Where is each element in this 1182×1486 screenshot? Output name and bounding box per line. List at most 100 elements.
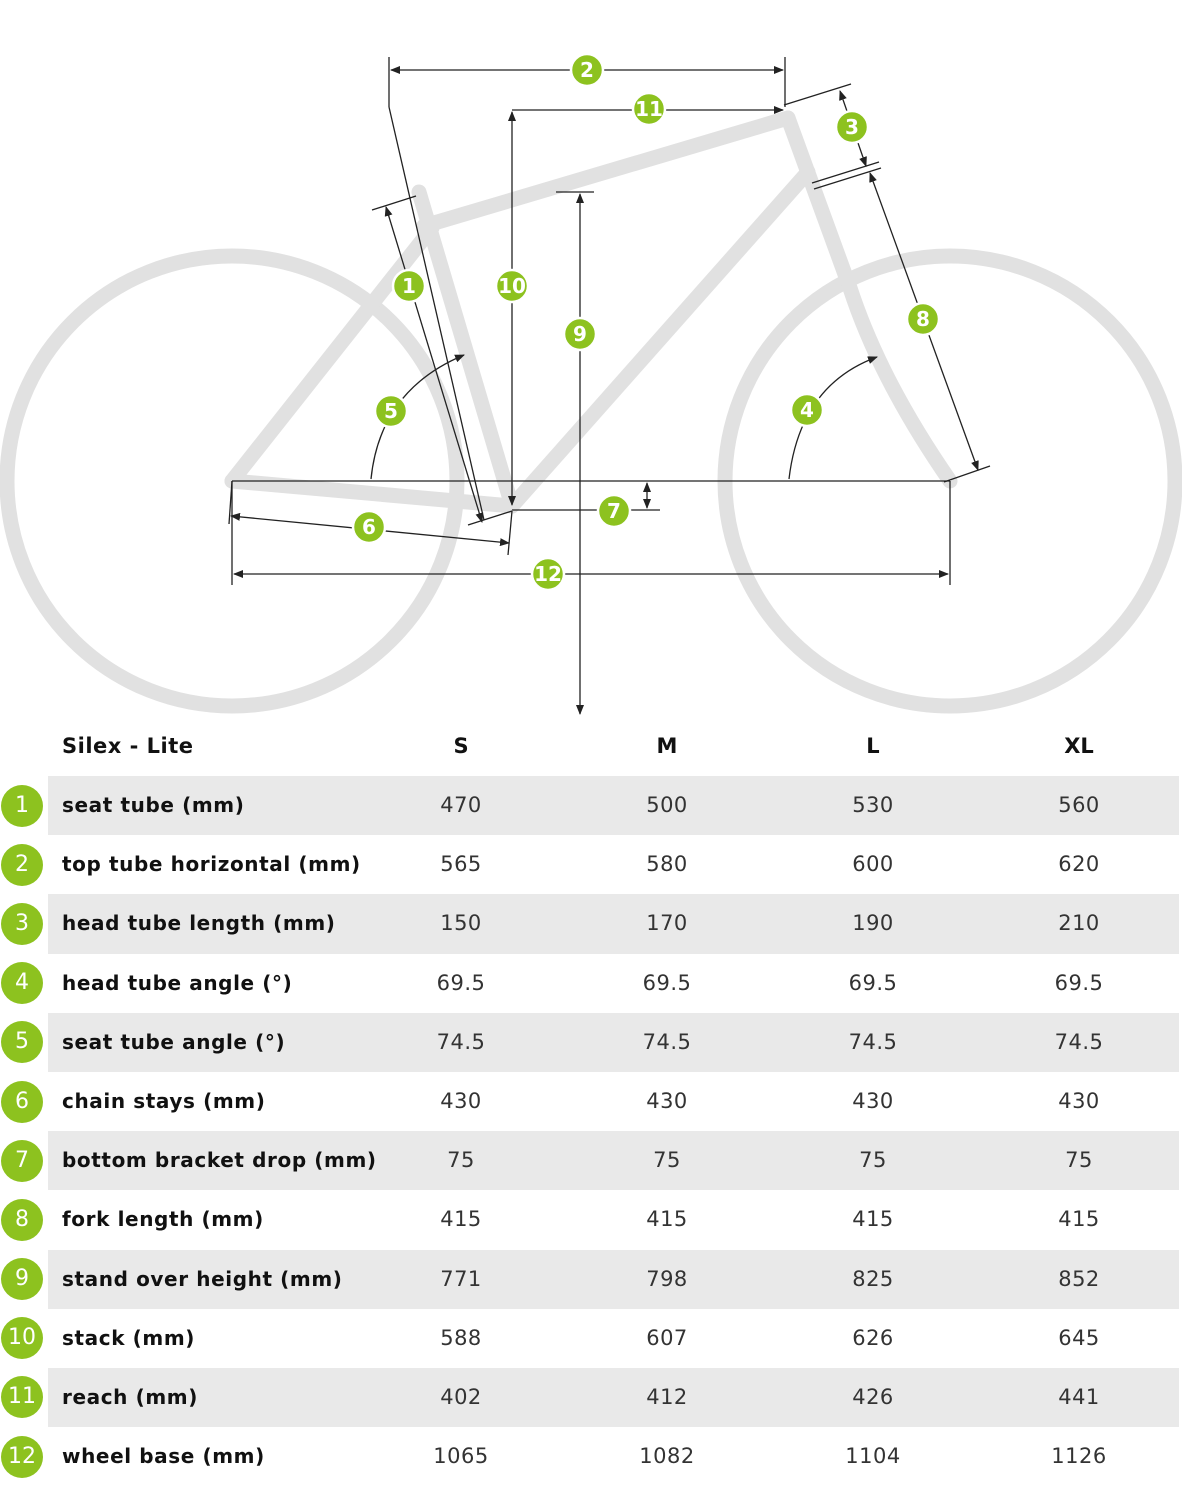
row-value: 441 [1058,1384,1100,1409]
row-value: 852 [1058,1266,1100,1291]
row-value: 150 [440,911,482,936]
badge-5: 5 [373,393,409,429]
badge-6: 6 [351,509,387,545]
badge-12: 12 [530,556,566,592]
row-label: bottom bracket drop (mm) [62,1148,377,1173]
row-value: 190 [852,911,894,936]
svg-text:12: 12 [534,562,562,586]
svg-text:7: 7 [607,499,621,523]
row-label: seat tube (mm) [62,793,245,817]
row-value: 210 [1058,911,1100,936]
row-value: 430 [646,1088,688,1113]
row-value: 74.5 [436,1029,486,1054]
row-value: 1126 [1051,1444,1107,1469]
row-value: 825 [852,1266,894,1291]
row-label: stack (mm) [62,1325,196,1350]
row-value: 402 [440,1384,482,1409]
table-row: 5 seat tube angle (°) 74.5 74.5 74.5 74.5 [0,1012,1182,1072]
badge-1: 1 [391,268,427,304]
row-value: 69.5 [848,970,898,995]
row-value: 500 [646,793,688,817]
size-header-m: M [656,734,678,758]
row-number-badge: 1 [1,784,43,827]
svg-text:6: 6 [362,515,376,539]
row-value: 771 [440,1266,482,1291]
svg-text:4: 4 [800,398,814,422]
row-label: head tube length (mm) [62,911,336,936]
badge-9: 9 [562,316,598,352]
row-value: 626 [852,1325,894,1350]
table-row: 12 wheel base (mm) 1065 1082 1104 1126 [0,1427,1182,1486]
row-value: 560 [1058,793,1100,817]
row-value: 75 [1065,1148,1093,1173]
row-number-badge: 5 [1,1021,43,1064]
badge-4: 4 [789,392,825,428]
row-value: 600 [852,852,894,877]
table-body: 1 seat tube (mm) 470 500 530 560 2 top tube hor… [0,776,1182,1486]
row-value: 1082 [639,1444,695,1469]
table-row: 6 chain stays (mm) 430 430 430 430 [0,1072,1182,1131]
row-value: 69.5 [1054,970,1104,995]
row-value: 620 [1058,852,1100,877]
row-value: 588 [440,1325,482,1350]
row-value: 75 [859,1148,887,1173]
row-value: 75 [447,1148,475,1173]
table-row: 10 stack (mm) 588 607 626 645 [0,1309,1182,1368]
svg-text:2: 2 [580,58,594,82]
row-number-badge: 11 [1,1376,43,1419]
svg-text:11: 11 [635,97,663,121]
row-value: 645 [1058,1325,1100,1350]
row-value: 1065 [433,1444,489,1469]
svg-text:9: 9 [573,322,587,346]
geometry-table: Silex - Lite S M L XL 1 seat tube (mm) 470… [0,720,1182,1486]
row-value: 530 [852,793,894,817]
badge-7: 7 [596,493,632,529]
table-row: 1 seat tube (mm) 470 500 530 560 [0,776,1182,836]
row-number-badge: 6 [1,1080,43,1123]
bike-frame [224,110,958,514]
row-background [48,776,1179,836]
row-value: 74.5 [848,1029,898,1054]
row-value: 75 [653,1148,681,1173]
row-label: head tube angle (°) [62,970,293,995]
row-number-badge: 10 [1,1317,43,1360]
table-row: 4 head tube angle (°) 69.5 69.5 69.5 69.5 [0,954,1182,1013]
row-number-badge: 7 [1,1139,43,1182]
row-value: 470 [440,793,482,817]
row-number-badge: 9 [1,1258,43,1301]
size-header-s: S [453,734,469,758]
row-value: 415 [440,1207,482,1232]
row-number-badge: 8 [1,1198,43,1241]
badge-2: 2 [569,52,605,88]
row-value: 430 [852,1088,894,1113]
bike-geometry-diagram: 2 11 3 1 10 9 8 5 4 7 6 12 [0,52,1182,715]
svg-text:3: 3 [845,115,859,139]
row-label: top tube horizontal (mm) [62,852,361,877]
row-value: 69.5 [642,970,692,995]
row-label: stand over height (mm) [62,1266,343,1291]
row-value: 74.5 [1054,1029,1104,1054]
badge-11: 11 [631,91,667,127]
row-value: 415 [1058,1207,1100,1232]
row-value: 1104 [845,1444,901,1469]
row-value: 565 [440,852,482,877]
row-background [48,1012,1179,1072]
svg-text:10: 10 [498,274,526,298]
row-background [48,1131,1179,1191]
row-label: wheel base (mm) [62,1444,265,1469]
row-number-badge: 4 [1,962,43,1005]
size-header-l: L [866,734,880,758]
row-label: fork length (mm) [62,1207,264,1232]
row-value: 426 [852,1384,894,1409]
row-value: 607 [646,1325,688,1350]
table-row: 7 bottom bracket drop (mm) 75 75 75 75 [0,1131,1182,1191]
row-value: 170 [646,911,688,936]
row-number-badge: 3 [1,902,43,945]
row-number-badge: 12 [1,1435,43,1478]
row-label: chain stays (mm) [62,1088,266,1113]
row-value: 415 [646,1207,688,1232]
row-label: reach (mm) [62,1384,198,1409]
row-value: 430 [1058,1088,1100,1113]
table-header: Silex - Lite S M L XL [0,720,1182,776]
row-label: seat tube angle (°) [62,1029,286,1054]
